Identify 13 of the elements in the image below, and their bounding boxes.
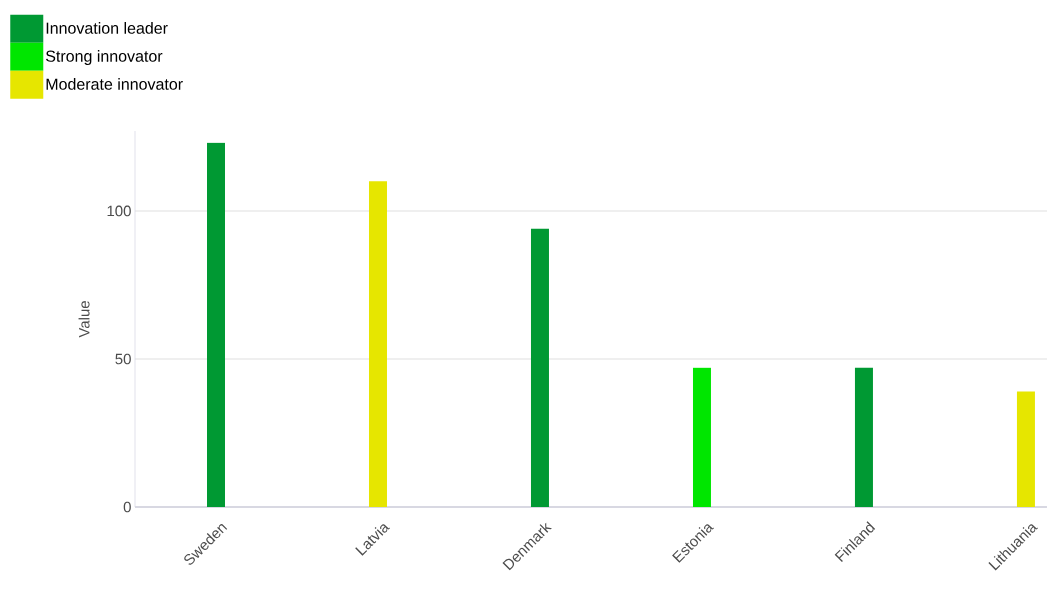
bar xyxy=(368,181,387,507)
bar xyxy=(530,228,549,507)
bar xyxy=(692,367,711,507)
bar xyxy=(207,142,225,507)
legend-label: Innovation leader xyxy=(46,22,168,34)
y-tick-label: 0 xyxy=(123,501,131,513)
y-axis-title: Value xyxy=(78,301,90,338)
y-tick-label: 100 xyxy=(107,205,131,217)
bar xyxy=(854,367,873,507)
legend-label: Moderate innovator xyxy=(46,78,183,90)
legend-label: Strong innovator xyxy=(45,50,163,66)
bar xyxy=(1016,391,1035,507)
y-tick-label: 50 xyxy=(115,353,131,365)
